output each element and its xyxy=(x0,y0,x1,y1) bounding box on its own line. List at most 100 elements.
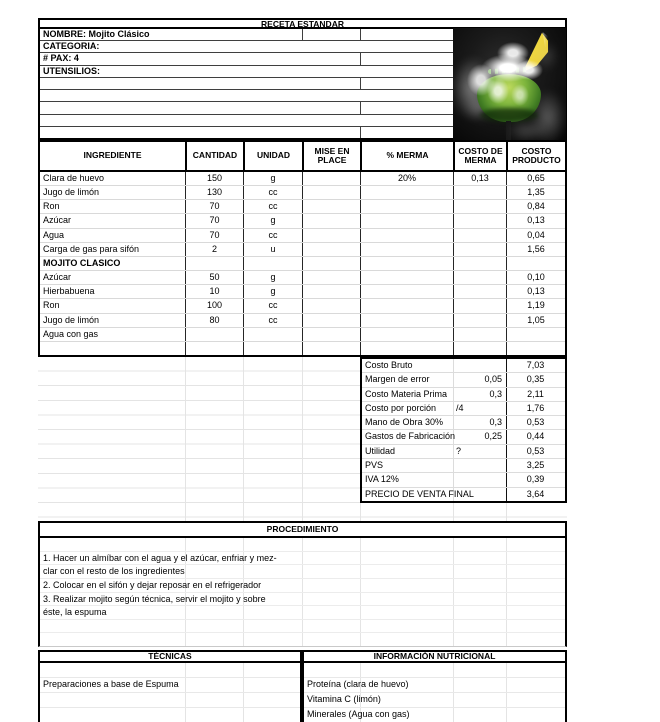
info-label xyxy=(40,127,302,138)
cell-ingrediente: Agua con gas xyxy=(43,328,99,339)
cell-mise xyxy=(302,256,360,271)
cost-value2: 0,35 xyxy=(526,374,545,385)
cell-unidad: cc xyxy=(243,228,302,242)
info-cell xyxy=(302,115,360,126)
cell-cantidad: 100 xyxy=(185,299,243,313)
tecnicas-row xyxy=(40,708,300,722)
info-cell xyxy=(302,78,360,89)
cell-ingrediente: Ron xyxy=(43,201,60,212)
cell-costo-merma: 0,13 xyxy=(453,172,506,186)
cell-unidad: u xyxy=(243,242,302,256)
info-cell xyxy=(360,90,453,101)
ingredient-table-header: INGREDIENTE CANTIDAD UNIDAD MISE EN PLAC… xyxy=(40,142,565,172)
info-cell xyxy=(302,53,360,64)
info-cell xyxy=(360,53,453,65)
cost-row: Costo Materia Prima 0,3 2,11 xyxy=(362,388,565,402)
column-header-mise-en-place: MISE EN PLACE xyxy=(302,142,360,170)
info-cell xyxy=(360,77,453,90)
cost-summary-box: Costo Bruto 7,03 Margen de error 0,05 0,… xyxy=(360,357,567,503)
info-cell xyxy=(360,115,453,126)
cost-label: Gastos de Fabricación xyxy=(365,431,456,442)
ingredient-row: Jugo de limón 130 cc 1,35 xyxy=(40,186,565,201)
cell-ingrediente: Hierbabuena xyxy=(43,286,95,297)
cell-costo-producto: 0,65 xyxy=(506,172,565,186)
cost-row: Gastos de Fabricación 0,25 0,44 xyxy=(362,430,565,445)
ingredient-row: Ron 70 cc 0,84 xyxy=(40,200,565,215)
info-cell xyxy=(302,90,360,101)
cell-merma xyxy=(360,256,453,271)
cell-unidad: g xyxy=(243,285,302,299)
cost-row: PVS 3,25 xyxy=(362,459,565,474)
cell-costo-merma xyxy=(453,285,506,299)
cost-row: Margen de error 0,05 0,35 xyxy=(362,373,565,388)
cell-unidad: g xyxy=(243,214,302,228)
column-header-merma: % MERMA xyxy=(360,142,453,170)
cell-merma xyxy=(360,327,453,341)
tecnicas-box: Preparaciones a base de Espuma xyxy=(38,663,302,722)
cell-merma xyxy=(360,299,453,313)
cell-costo-producto: 1,19 xyxy=(506,299,565,313)
cost-factor: ? xyxy=(456,445,462,456)
cell-costo-producto: 0,84 xyxy=(506,200,565,214)
info-cell xyxy=(360,66,453,77)
cost-row: Utilidad ? 0,53 xyxy=(362,445,565,460)
column-header-ingrediente: INGREDIENTE xyxy=(83,150,142,161)
ingredient-row: Carga de gas para sifón 2 u 1,56 xyxy=(40,242,565,257)
cost-row: Mano de Obra 30% 0,3 0,53 xyxy=(362,416,565,431)
cell-merma: 20% xyxy=(360,172,453,186)
info-row-categoria: CATEGORIA: xyxy=(40,41,565,54)
cell-cantidad: 50 xyxy=(185,271,243,285)
ingredient-row xyxy=(40,341,565,356)
info-label: NOMBRE: Mojito Clásico xyxy=(43,29,150,39)
info-cell xyxy=(302,127,360,138)
info-label: UTENSILIOS: xyxy=(43,65,101,76)
cell-mise xyxy=(302,186,360,200)
cell-mise xyxy=(302,341,360,356)
cell-unidad: cc xyxy=(243,200,302,214)
cell-costo-producto xyxy=(506,256,565,271)
info-row-empty xyxy=(40,102,565,115)
cell-merma xyxy=(360,228,453,242)
info-label: # PAX: 4 xyxy=(43,53,79,64)
cell-costo-producto: 0,13 xyxy=(506,285,565,299)
cell-mise xyxy=(302,200,360,214)
cost-value2: 0,39 xyxy=(526,474,545,485)
cost-row: IVA 12% 0,39 xyxy=(362,473,565,488)
info-cell xyxy=(360,126,453,138)
cell-costo-merma xyxy=(453,313,506,327)
cell-cantidad: 70 xyxy=(185,228,243,242)
cost-label: Margen de error xyxy=(365,374,430,385)
ingredient-table-body: Clara de huevo 150 g 20% 0,13 0,65 Jugo … xyxy=(40,172,565,356)
cost-label: PVS xyxy=(365,460,384,471)
cost-value2: 0,53 xyxy=(526,417,545,428)
cost-value1 xyxy=(453,488,506,501)
cell-costo-producto: 1,05 xyxy=(506,313,565,327)
cell-ingrediente: Jugo de limón xyxy=(43,187,100,198)
foam-spill xyxy=(487,78,509,104)
cell-merma xyxy=(360,214,453,228)
column-header-unidad: UNIDAD xyxy=(243,142,302,170)
cost-value2: 3,25 xyxy=(526,460,545,471)
cell-ingrediente: Azúcar xyxy=(43,215,72,226)
info-cell xyxy=(302,66,360,77)
cell-cantidad: 10 xyxy=(185,285,243,299)
nutricional-row xyxy=(304,663,565,678)
info-row-utensilios: UTENSILIOS: xyxy=(40,66,565,78)
info-label xyxy=(40,90,302,101)
cell-unidad xyxy=(243,256,302,271)
info-cell xyxy=(360,41,453,52)
cost-label: IVA 12% xyxy=(365,474,399,485)
foam-cloud xyxy=(497,42,529,64)
info-label xyxy=(40,102,302,113)
ingredient-row: Clara de huevo 150 g 20% 0,13 0,65 xyxy=(40,172,565,187)
cell-costo-merma xyxy=(453,341,506,356)
procedure-box: 1. Hacer un almíbar con el agua y el azú… xyxy=(38,538,567,647)
cell-cantidad: 80 xyxy=(185,313,243,327)
cell-mise xyxy=(302,313,360,327)
column-header-cantidad: CANTIDAD xyxy=(185,142,243,170)
cost-label: Mano de Obra 30% xyxy=(365,417,444,428)
cell-merma xyxy=(360,313,453,327)
cell-mise xyxy=(302,285,360,299)
cost-value1 xyxy=(453,459,506,472)
cell-merma xyxy=(360,271,453,285)
